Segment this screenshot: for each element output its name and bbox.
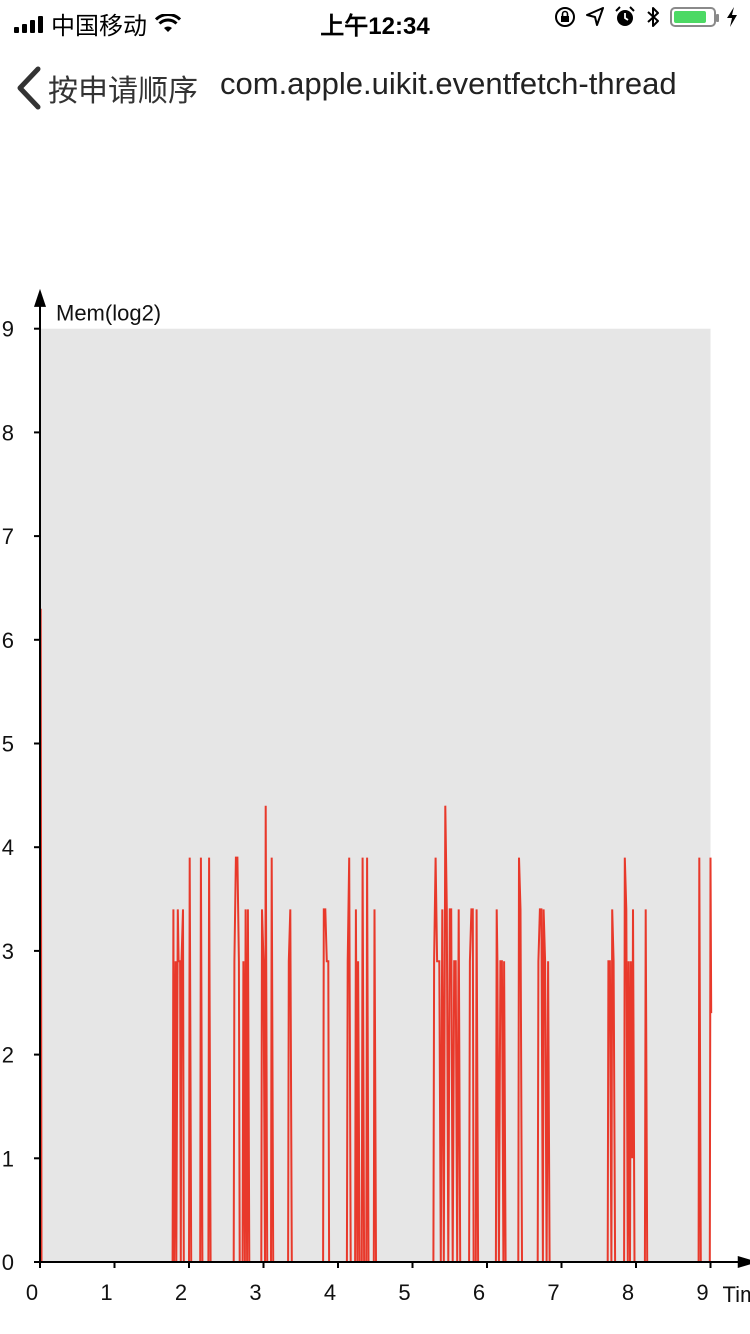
- series-layer: [39, 608, 713, 1263]
- status-time: 上午12:34: [320, 13, 430, 40]
- location-icon: [586, 7, 604, 26]
- alarm-icon: [615, 6, 635, 26]
- y-tick-label: 1: [2, 1146, 14, 1171]
- x-tick-label: 8: [622, 1280, 634, 1305]
- y-tick-label: 2: [2, 1043, 14, 1068]
- status-left: 中国移动: [14, 6, 181, 41]
- y-tick-label: 0: [2, 1250, 14, 1275]
- x-tick-label: 4: [324, 1280, 336, 1305]
- y-tick-label: 7: [2, 524, 14, 549]
- status-right: [554, 6, 738, 28]
- carrier-label: 中国移动: [51, 13, 147, 40]
- x-tick-label: 3: [249, 1280, 261, 1305]
- x-tick-label: 0: [26, 1280, 38, 1305]
- chevron-left-icon: [17, 66, 41, 110]
- x-tick-label: 5: [398, 1280, 410, 1305]
- x-tick-label: 2: [175, 1280, 187, 1305]
- x-axis-label: Tim: [723, 1282, 750, 1307]
- y-axis-label: Mem(log2): [56, 301, 161, 326]
- x-tick-label: 6: [473, 1280, 485, 1305]
- y-tick-label: 4: [2, 835, 14, 860]
- x-tick-label: 7: [547, 1280, 559, 1305]
- y-tick-label: 8: [2, 420, 14, 445]
- x-tick-label: 9: [696, 1280, 708, 1305]
- x-tick-label: 1: [100, 1280, 112, 1305]
- y-tick-label: 9: [2, 317, 14, 342]
- status-bar: 中国移动 上午12:34: [0, 0, 750, 40]
- wifi-icon: [155, 13, 181, 32]
- memory-chart: 0 1 2 3 4 5 6 7 8 9 0 1 2 3 4 5 6 7 8 9 Mem(log2) Tim: [2, 288, 750, 1307]
- signal-icon: [14, 15, 43, 33]
- orientation-lock-icon: [555, 7, 575, 27]
- page-title: com.apple.uikit.eventfetch-thread: [220, 66, 677, 101]
- x-axis-arrow: [737, 1256, 750, 1268]
- back-label: 按申请顺序: [48, 75, 198, 108]
- navigation-bar: 按申请顺序 com.apple.uikit.eventfetch-thread: [0, 58, 750, 118]
- series-line-0: [39, 608, 713, 1263]
- axis-layer: 0 1 2 3 4 5 6 7 8 9 0 1 2 3 4 5 6 7 8 9: [2, 288, 750, 1305]
- y-tick-label: 6: [2, 628, 14, 653]
- y-tick-label: 3: [2, 939, 14, 964]
- battery-icon: [670, 7, 719, 27]
- battery-level: [674, 11, 706, 23]
- bluetooth-icon: [647, 7, 659, 27]
- y-tick-label: 5: [2, 732, 14, 757]
- charging-icon: [727, 7, 737, 27]
- back-button[interactable]: 按申请顺序: [14, 62, 198, 114]
- y-axis-arrow: [34, 288, 46, 307]
